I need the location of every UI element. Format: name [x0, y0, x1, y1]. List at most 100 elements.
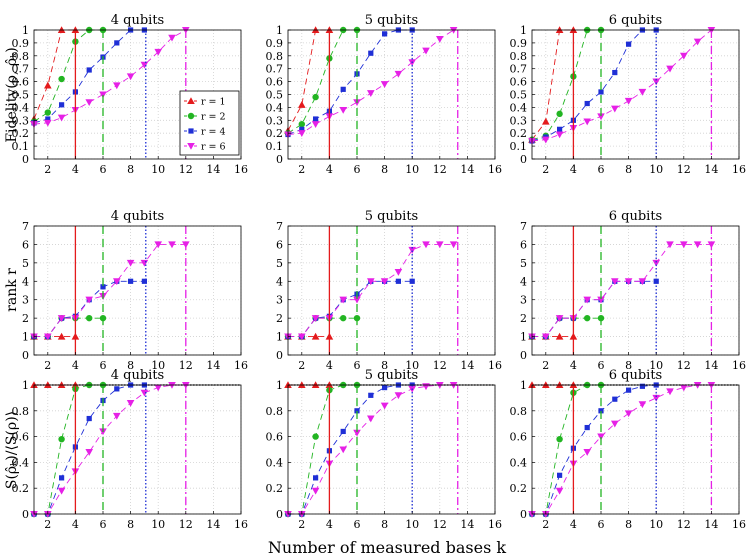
data-point: [638, 88, 647, 96]
x-tick-label: 6: [100, 518, 107, 531]
x-tick-label: 12: [179, 163, 193, 176]
data-point: [311, 121, 320, 128]
data-point: [85, 449, 93, 456]
data-point: [298, 101, 306, 108]
y-tick-label: 0.5: [266, 89, 284, 102]
y-tick-label: 0.1: [510, 140, 528, 153]
panel-title: 4 qubits: [111, 209, 164, 224]
data-point: [556, 435, 563, 443]
data-point: [114, 40, 120, 46]
data-point: [140, 61, 149, 69]
y-tick-label: 0: [520, 349, 527, 362]
x-tick-label: 2: [542, 518, 549, 531]
x-tick-label: 12: [433, 163, 447, 176]
data-point: [542, 333, 550, 341]
y-tick-label: 1: [276, 24, 283, 37]
series-line: [288, 384, 357, 515]
x-tick-label: 14: [704, 359, 718, 372]
series-line: [532, 243, 712, 338]
data-point: [45, 116, 51, 122]
x-tick-label: 8: [625, 163, 632, 176]
data-point: [624, 97, 633, 105]
legend-marker: [187, 97, 195, 105]
y-tick-label: 1: [520, 379, 527, 392]
y-tick-label: 0.8: [12, 50, 30, 63]
data-point: [340, 314, 347, 322]
y-tick-label: 0.2: [510, 127, 528, 140]
series-line: [287, 29, 357, 134]
data-point: [59, 102, 65, 108]
y-tick-label: 0.2: [12, 127, 30, 140]
axes-box: [531, 225, 740, 356]
x-tick-label: 14: [460, 518, 474, 531]
x-tick-label: 10: [151, 359, 165, 372]
panel-title: 6 qubits: [609, 368, 662, 383]
legend-label: r = 4: [201, 127, 226, 138]
y-tick-label: 1: [520, 24, 527, 37]
data-point: [339, 106, 347, 114]
data-point: [58, 435, 65, 443]
data-point: [382, 384, 388, 391]
y-tick-label: 0.6: [510, 431, 528, 444]
data-point: [57, 332, 66, 340]
data-point: [680, 384, 688, 392]
y-tick-label: 0.4: [12, 101, 30, 114]
data-point: [128, 278, 134, 284]
x-tick-label: 16: [488, 359, 502, 372]
data-point: [542, 136, 550, 144]
data-point: [626, 41, 632, 47]
data-point: [311, 315, 320, 322]
panel-0-0: 2 4 6 8 10 12 14 16 00.10.20.30.40.50.60.70.80.9…: [12, 13, 249, 176]
x-tick-label: 8: [127, 359, 134, 372]
y-tick-label: 0.2: [510, 482, 528, 495]
row-ylabel: Fidelity(ρ, ρ̂ₖ): [4, 47, 20, 142]
data-point: [680, 52, 688, 60]
y-tick-label: 0.7: [266, 63, 284, 76]
data-point: [555, 315, 564, 322]
data-point: [313, 116, 319, 122]
data-point: [380, 402, 389, 410]
data-point: [542, 117, 550, 125]
y-tick-label: 2: [276, 312, 283, 325]
data-point: [57, 114, 66, 122]
y-tick-label: 4: [276, 275, 283, 288]
y-tick-label: 0.4: [266, 456, 284, 469]
data-point: [436, 241, 444, 249]
data-point: [638, 401, 647, 409]
data-point: [693, 38, 702, 46]
x-tick-label: 6: [354, 163, 361, 176]
data-point: [624, 278, 633, 286]
y-tick-label: 0.6: [12, 76, 30, 89]
x-tick-label: 8: [127, 518, 134, 531]
data-point: [57, 315, 66, 322]
x-tick-label: 10: [405, 518, 419, 531]
series-line: [287, 29, 454, 135]
data-point: [394, 392, 403, 400]
x-tick-label: 14: [460, 163, 474, 176]
data-point: [449, 241, 458, 249]
panel-title: 4 qubits: [111, 368, 164, 383]
x-tick-label: 4: [570, 518, 577, 531]
data-point: [394, 70, 403, 78]
y-tick-label: 0.7: [12, 63, 30, 76]
x-tick-label: 8: [625, 518, 632, 531]
axes-box: [287, 225, 496, 356]
y-tick-label: 0.2: [266, 127, 284, 140]
x-tick-label: 10: [151, 518, 165, 531]
x-tick-label: 8: [381, 518, 388, 531]
x-tick-label: 2: [542, 163, 549, 176]
data-point: [339, 446, 347, 454]
data-point: [666, 388, 674, 396]
data-point: [583, 118, 591, 126]
data-point: [555, 487, 564, 495]
series-line: [531, 29, 574, 140]
data-point: [394, 269, 403, 276]
x-tick-label: 14: [206, 163, 220, 176]
data-point: [154, 241, 162, 249]
y-tick-label: 3: [22, 294, 29, 307]
legend-marker: [187, 142, 195, 150]
y-tick-label: 7: [520, 220, 527, 233]
data-point: [99, 91, 107, 99]
data-point: [113, 278, 121, 286]
data-point: [652, 394, 660, 402]
